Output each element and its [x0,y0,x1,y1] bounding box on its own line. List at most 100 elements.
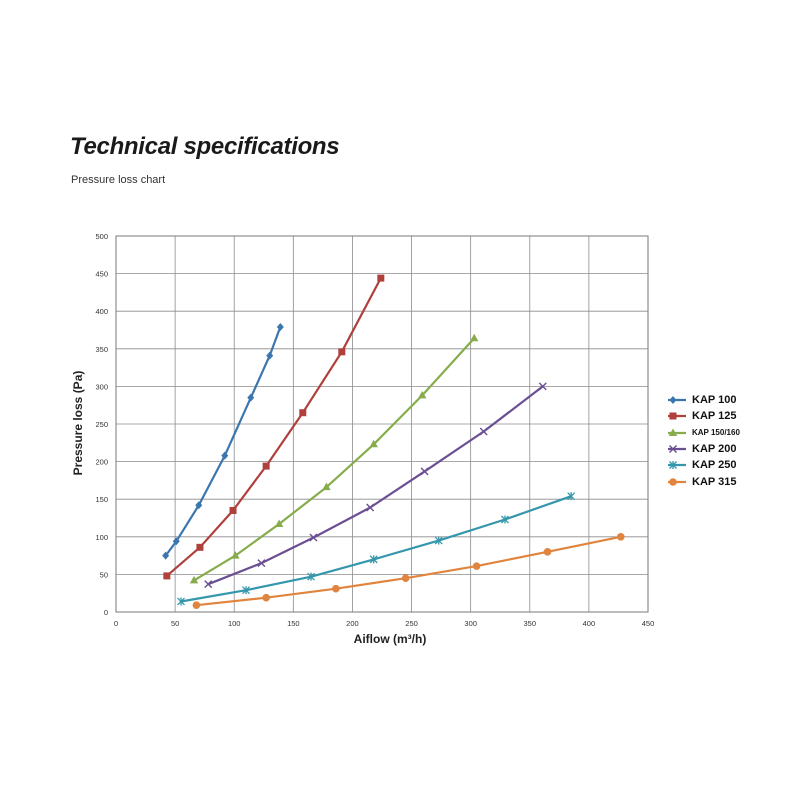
data-point [204,580,213,589]
series-kap-150-160 [189,333,479,584]
series-kap-200 [204,382,547,589]
series-line [193,337,476,582]
y-tick-label: 0 [104,608,108,617]
data-point [262,462,270,470]
data-point [366,503,375,512]
x-tick-label: 150 [287,619,300,628]
x-tick-label: 400 [583,619,596,628]
series-layer [162,274,625,610]
data-point [338,348,346,356]
y-tick-label: 500 [95,232,108,241]
legend-item: KAP 250 [668,457,740,473]
x-tick-label: 300 [464,619,477,628]
legend-swatch [668,428,686,436]
y-tick-label: 150 [95,495,108,504]
x-tick-label: 350 [524,619,537,628]
data-point [377,274,385,282]
series-kap-315 [192,533,625,610]
x-tick-label: 250 [405,619,418,628]
data-point [567,492,576,501]
legend-swatch [668,477,686,486]
legend-item: KAP 100 [668,392,740,408]
data-point [221,451,229,460]
y-tick-label: 300 [95,382,108,391]
legend-label: KAP 315 [692,475,737,488]
legend-label: KAP 150/160 [692,428,740,438]
data-point [177,597,185,606]
legend-item: KAP 150/160 [668,425,740,441]
data-point [242,586,251,595]
series-line [196,535,622,607]
data-point [231,551,240,559]
data-point [434,536,443,545]
y-tick-label: 200 [95,458,108,467]
series-kap-250 [177,492,576,606]
y-tick-label: 450 [95,270,108,279]
data-point [162,551,170,560]
data-point [192,601,201,610]
legend-label: KAP 125 [692,410,737,423]
data-point [266,351,274,360]
plot-area-border [115,235,649,613]
legend-swatch [668,396,686,405]
x-tick-label: 100 [228,619,241,628]
legend-marker [668,428,678,436]
x-tick-label: 50 [171,619,179,628]
x-tick-label: 0 [114,619,118,628]
data-point [470,333,479,342]
data-point [479,427,488,436]
data-point [172,537,180,546]
data-point [274,519,284,528]
x-axis-title: Aiflow (m³/h) [354,632,427,646]
legend-swatch [668,445,686,454]
data-point [472,562,481,570]
series-line [166,277,382,577]
data-point [307,572,316,581]
y-axis-title: Pressure loss (Pa) [71,371,85,476]
data-point [538,382,547,391]
data-point [276,322,284,331]
data-point [257,559,266,568]
series-line [207,385,544,586]
legend-marker [669,412,677,420]
data-point [500,515,509,524]
axes: 0 50 100 150 200 250 300 350 400 450 0 50 100 150 200 2… [95,232,654,628]
legend-label: KAP 250 [692,459,737,472]
data-point [322,482,331,491]
data-point [332,584,340,593]
data-point [617,533,625,541]
legend-label: KAP 100 [692,394,737,407]
series-kap-100 [162,322,284,560]
data-point [247,393,255,402]
series-line [180,495,572,603]
y-tick-label: 350 [95,345,108,354]
page-title: Technical specifications [70,133,340,160]
data-point [163,572,171,580]
y-tick-label: 100 [95,533,108,542]
data-point [369,439,378,448]
data-point [417,390,427,399]
legend-marker [669,477,677,486]
data-point [369,555,378,564]
data-point [420,467,429,476]
legend-swatch [668,412,686,420]
data-point [195,501,203,510]
legend-item: KAP 125 [668,408,740,424]
data-point [299,409,307,417]
data-point [262,593,270,602]
data-point [401,574,410,582]
x-tick-label: 450 [642,619,655,628]
y-tick-label: 250 [95,420,108,429]
data-point [229,506,237,514]
legend-marker [669,445,677,454]
legend-marker [669,461,677,470]
legend-swatch [668,461,686,470]
legend-marker [669,396,677,405]
data-point [189,575,199,584]
y-tick-label: 50 [100,570,108,579]
legend-item: KAP 315 [668,473,740,489]
x-tick-label: 200 [346,619,359,628]
legend-label: KAP 200 [692,443,737,456]
data-point [543,548,552,556]
